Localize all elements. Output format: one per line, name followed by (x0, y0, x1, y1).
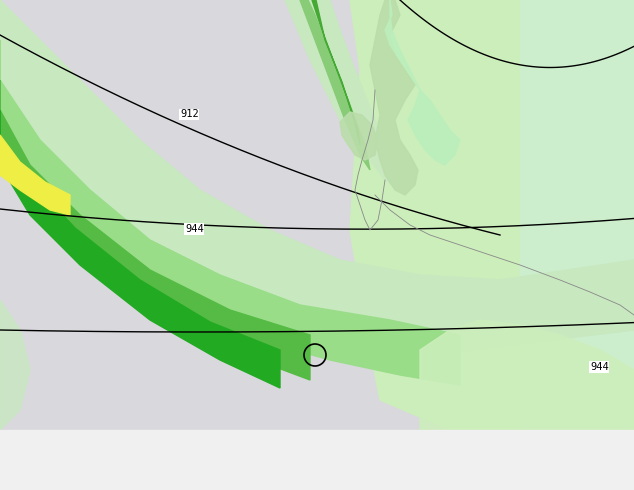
Polygon shape (0, 135, 70, 215)
Text: 944: 944 (185, 224, 204, 234)
Text: 100: 100 (56, 466, 79, 479)
Text: 912: 912 (180, 109, 198, 120)
Polygon shape (370, 0, 418, 195)
Polygon shape (385, 0, 460, 165)
Polygon shape (420, 320, 634, 430)
Polygon shape (0, 110, 280, 388)
Polygon shape (0, 300, 30, 430)
Text: 944: 944 (590, 362, 609, 372)
Polygon shape (300, 0, 370, 170)
Polygon shape (312, 0, 360, 145)
Text: Jet stream/Height 300 hPa [kts] ECMWF: Jet stream/Height 300 hPa [kts] ECMWF (4, 444, 268, 457)
Polygon shape (350, 0, 634, 430)
Text: 120: 120 (82, 466, 105, 479)
Polygon shape (520, 0, 634, 430)
Text: 180: 180 (160, 466, 183, 479)
Polygon shape (0, 80, 310, 380)
Polygon shape (285, 0, 400, 190)
Text: 60: 60 (4, 466, 19, 479)
Polygon shape (340, 112, 378, 160)
Polygon shape (0, 40, 460, 385)
Text: ©weatheronline.co.uk: ©weatheronline.co.uk (488, 466, 630, 479)
Polygon shape (0, 0, 634, 355)
Text: 160: 160 (134, 466, 157, 479)
Text: 140: 140 (108, 466, 131, 479)
Text: Sa 22-06-2024 06:00 UTC (18+84): Sa 22-06-2024 06:00 UTC (18+84) (409, 444, 630, 457)
Text: 80: 80 (30, 466, 45, 479)
